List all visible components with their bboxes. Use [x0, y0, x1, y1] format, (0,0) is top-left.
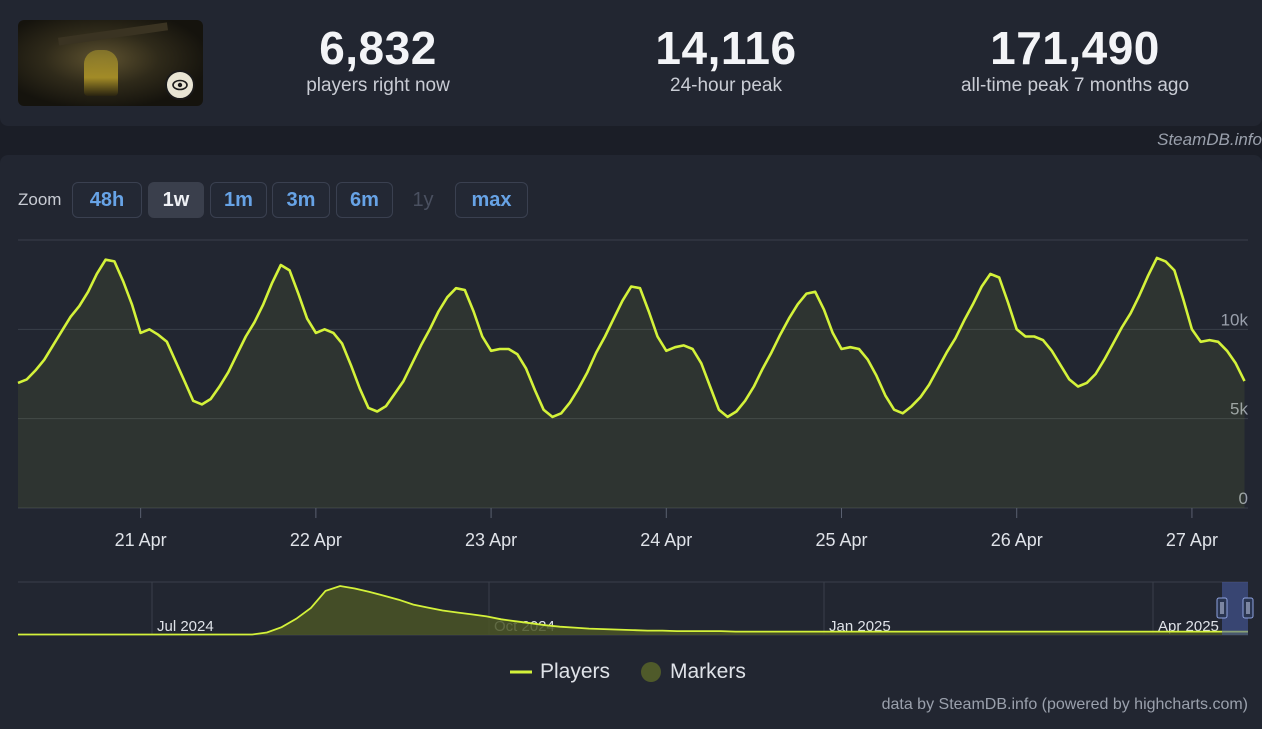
legend-markers[interactable]: Markers — [640, 660, 746, 684]
stat-all-time-peak: 171,490 all-time peak 7 months ago — [935, 22, 1215, 98]
legend-players[interactable]: Players — [510, 660, 610, 684]
current-players-label: players right now — [306, 75, 450, 96]
highcharts-credit[interactable]: data by SteamDB.info (powered by highcha… — [881, 696, 1248, 713]
zoom-3m-button[interactable]: 3m — [272, 182, 330, 218]
x-tick-label: 25 Apr — [815, 530, 867, 550]
peak-24h-label: 24-hour peak — [670, 75, 782, 96]
legend-markers-label: Markers — [670, 660, 746, 683]
x-tick-label: 23 Apr — [465, 530, 517, 550]
zoom-1y-button: 1y — [412, 188, 434, 211]
game-thumbnail[interactable] — [18, 20, 203, 106]
stat-24h-peak: 14,116 24-hour peak — [626, 22, 826, 98]
zoom-1w-button[interactable]: 1w — [148, 182, 204, 218]
zoom-max-button[interactable]: max — [455, 182, 528, 218]
zoom-48h-button[interactable]: 48h — [72, 182, 142, 218]
zoom-1m-button[interactable]: 1m — [210, 182, 267, 218]
thumbnail-figure — [84, 50, 118, 96]
zoom-label: Zoom — [18, 190, 62, 209]
navigator-line — [18, 585, 1248, 636]
players-area — [18, 257, 1245, 508]
navigator-tick-label: Jul 2024 — [157, 618, 214, 635]
stat-current-players: 6,832 players right now — [278, 22, 478, 98]
navigator-area — [18, 586, 1248, 635]
navigator-left-handle[interactable] — [1216, 597, 1228, 619]
all-time-peak-label: all-time peak 7 months ago — [960, 75, 1190, 96]
current-players-value: 6,832 — [319, 22, 437, 74]
x-tick-label: 26 Apr — [991, 530, 1043, 550]
y-tick-label: 5k — [1230, 400, 1248, 419]
steamdb-credit[interactable]: SteamDB.info — [1157, 130, 1262, 149]
x-tick-label: 27 Apr — [1166, 530, 1218, 550]
stats-header: 6,832 players right now 14,116 24-hour p… — [0, 0, 1262, 126]
x-tick-label: 21 Apr — [115, 530, 167, 550]
zoom-6m-button[interactable]: 6m — [336, 182, 393, 218]
y-tick-label: 0 — [1239, 489, 1248, 508]
legend-players-label: Players — [540, 660, 611, 683]
players-line — [17, 256, 1246, 419]
legend-markers-dot-icon — [641, 662, 661, 682]
x-tick-label: 24 Apr — [640, 530, 692, 550]
peak-24h-value: 14,116 — [655, 22, 797, 74]
legend-players-line-icon — [510, 670, 532, 674]
y-tick-label: 10k — [1221, 310, 1249, 329]
navigator-right-handle[interactable] — [1242, 597, 1254, 619]
x-tick-label: 22 Apr — [290, 530, 342, 550]
all-time-peak-value: 171,490 — [990, 22, 1160, 74]
eye-emblem-icon — [165, 70, 195, 100]
